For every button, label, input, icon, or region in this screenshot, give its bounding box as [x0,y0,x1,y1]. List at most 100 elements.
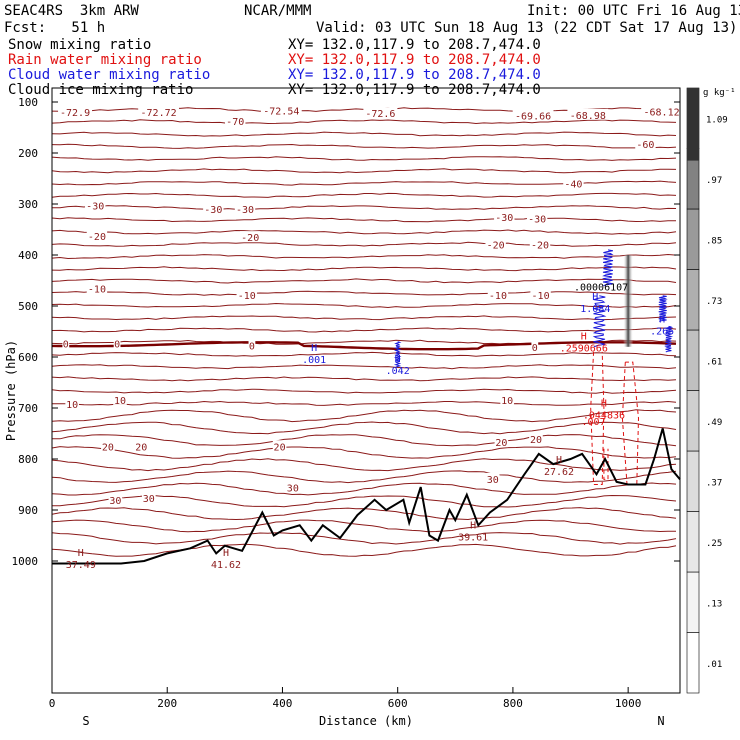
terrain-profile [52,428,681,565]
isotherm-label: 30 [109,496,121,507]
isotherm-line [51,446,677,459]
isotherm-label-bg [203,203,224,215]
colorbar-tick-label: .73 [706,297,722,307]
isotherm-line [51,131,677,137]
cloud-water-contours [393,249,674,368]
field-xy-rain: XY= 132.0,117.9 to 208.7,474.0 [288,52,541,68]
extremum-marker: H [223,548,229,559]
isotherm-label-bg [138,106,179,118]
isotherm-label: -20 [531,240,549,251]
x-axis-label: Distance (km) [319,714,413,728]
isotherm-label: -72.9 [60,108,90,119]
isotherm-label-bg [272,440,287,452]
extremum-value: .007 [582,417,606,428]
isotherm-line [51,376,677,382]
extremum-marker: H [311,343,317,354]
isotherm-line [51,156,677,161]
extremum-marker: H [470,520,476,531]
y-tick-label: 200 [18,147,38,160]
isotherm-label: -40 [564,180,582,191]
x-tick-label: 800 [503,697,523,710]
isotherm-label-bg [500,393,514,405]
isotherm-label-bg [494,436,509,448]
extremum-value: .265 [650,326,674,337]
isotherm-label: 20 [274,442,286,453]
rain-water-contour [621,361,640,485]
extremum-value: 1.084 [580,304,610,315]
isotherm-label-bg [526,212,548,224]
direction-label-left: S [82,714,89,728]
x-tick-label: 1000 [615,697,642,710]
isotherm-label-bg [563,177,584,189]
isotherm-line [51,168,677,174]
colorbar-top [687,88,699,161]
extremum-marker: H [395,354,401,365]
extremum-marker: H [78,548,84,559]
isotherm-label: -10 [88,285,106,296]
rain-water-contour [590,351,605,485]
isotherm-line [51,290,677,296]
isotherm-line [51,119,677,125]
isotherm-label-bg [512,109,554,121]
isotherm-label: 10 [66,400,78,411]
isotherm-label: -30 [495,213,513,224]
extremum-marker: H [592,292,598,303]
isotherm-label-bg [363,107,398,119]
isotherm-label-bg [635,137,656,149]
isotherm-label-bg [58,106,93,118]
isotherm-label-bg [530,288,551,300]
extremum-value: 37.49 [66,560,96,571]
y-tick-label: 800 [18,453,38,466]
isotherm-label: 10 [501,396,513,407]
isotherm-label: -72.6 [365,109,395,120]
isotherm-label-bg [141,491,156,503]
field-xy-cloud-water: XY= 132.0,117.9 to 208.7,474.0 [288,67,541,83]
isotherm-line [51,532,677,545]
isotherm-label-bg [260,104,302,116]
cloud-water-contour [592,295,607,348]
isotherm-line [51,351,677,357]
y-tick-label: 100 [18,96,38,109]
isotherm-line [51,470,677,484]
isotherm-label: -10 [238,291,256,302]
isotherm-line [51,302,677,309]
isotherm-label-bg [485,472,500,484]
cloud-water-contour [658,295,668,322]
y-tick-label: 500 [18,300,38,313]
isotherm-line [51,519,677,533]
isotherm-label: 10 [114,396,126,407]
isotherm-line [51,458,677,472]
field-label-rain: Rain water mixing ratio [8,52,202,68]
isotherm-line [51,241,677,247]
field-label-cloud-ice: Cloud ice mixing ratio [8,82,194,98]
isotherm-line [51,388,677,394]
isotherm-label: -30 [528,214,546,225]
forecast-hour: Fcst: 51 h [4,20,106,36]
isotherm-label: -10 [489,291,507,302]
colorbar-unit: g kg⁻¹ [703,88,736,98]
isotherm-line [51,205,677,210]
isotherm-label-bg [286,481,300,493]
field-label-cloud-water: Cloud water mixing ratio [8,67,211,83]
colorbar-tick-label: .85 [706,237,722,247]
isotherm-label-bg [85,199,106,211]
plot-frame [51,87,681,694]
colorbar-segment [686,450,700,512]
isotherm-label-bg [248,339,256,351]
y-tick-label: 600 [18,351,38,364]
isotherm-label: -30 [204,205,222,216]
y-tick-label: 900 [18,504,38,517]
extremum-value: 27.62 [544,467,574,478]
isotherm-label: -68.12 [644,108,680,119]
colorbar-segment [686,390,700,452]
extremum-value: 39.61 [458,532,488,543]
extremum-marker: H [601,399,607,410]
isotherm-label-bg [236,288,257,300]
isotherm-line [51,143,677,149]
colorbar-tick-label: .37 [706,479,722,489]
colorbar-segment [686,571,700,633]
y-tick-label: 1000 [12,555,39,568]
isotherm-label-bg [65,397,79,409]
isotherm-label: -30 [236,205,254,216]
